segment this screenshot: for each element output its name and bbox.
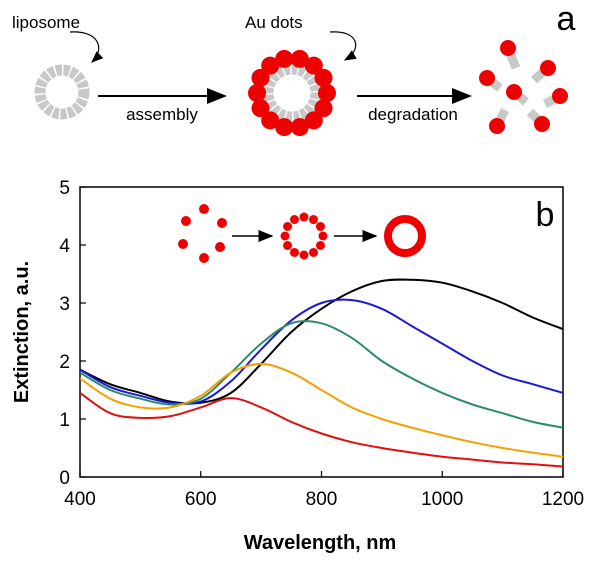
panel-label: b: [536, 196, 555, 234]
au-dot: [275, 118, 294, 137]
y-tick-label: 2: [59, 352, 70, 373]
au-dot: [261, 111, 280, 130]
dot: [315, 241, 325, 250]
liposome-label: liposome: [12, 13, 80, 32]
dot: [283, 241, 293, 250]
x-tick-label: 1200: [542, 489, 584, 510]
assembly-label: assembly: [126, 105, 198, 124]
au-dot: [261, 56, 280, 75]
dot: [299, 250, 309, 260]
y-axis-title: Extinction, a.u.: [11, 261, 33, 403]
au-dot: [290, 49, 309, 68]
pointer: [329, 31, 357, 61]
dot: [299, 212, 309, 222]
au-dot: [314, 68, 333, 87]
dot: [309, 247, 318, 257]
dot: [318, 231, 328, 241]
dot: [290, 215, 299, 225]
spectrum-line: [79, 278, 564, 405]
x-tick-label: 800: [306, 489, 338, 510]
au-dot: [251, 68, 270, 87]
au-dot: [248, 84, 266, 102]
liposome: [262, 63, 322, 123]
x-axis-title: Wavelength, nm: [244, 532, 397, 554]
au-dot: [290, 118, 309, 137]
y-tick-label: 5: [59, 178, 70, 199]
dot: [290, 247, 299, 257]
spectrum-line: [79, 362, 564, 458]
fragments: [479, 40, 568, 134]
dot: [283, 222, 293, 231]
x-tick-label: 600: [185, 489, 217, 510]
y-tick-label: 0: [59, 468, 70, 489]
dot: [315, 222, 325, 231]
au-dots-label: Au dots: [245, 13, 303, 32]
x-tick-label: 400: [64, 489, 96, 510]
liposome: [34, 64, 90, 120]
spectrum-line: [79, 298, 564, 405]
au-dot: [318, 84, 336, 102]
pointer: [69, 31, 104, 63]
spectrum-line: [79, 392, 564, 468]
au-dot: [275, 49, 294, 68]
au-dot: [304, 111, 323, 130]
panel-label: a: [557, 0, 576, 38]
au-dot: [251, 99, 270, 118]
dot: [309, 215, 318, 225]
au-dot: [314, 99, 333, 118]
au-dots: [248, 49, 336, 137]
y-tick-label: 4: [59, 236, 70, 257]
au-dot: [304, 56, 323, 75]
spectrum-line: [79, 320, 564, 429]
degradation-label: degradation: [368, 105, 458, 124]
schematic: liposome assembly Au dots degradation a: [12, 0, 576, 137]
dot: [280, 231, 290, 241]
y-tick-label: 1: [59, 410, 70, 431]
x-tick-label: 1000: [421, 489, 463, 510]
y-tick-label: 3: [59, 294, 70, 315]
inset: [178, 204, 426, 263]
